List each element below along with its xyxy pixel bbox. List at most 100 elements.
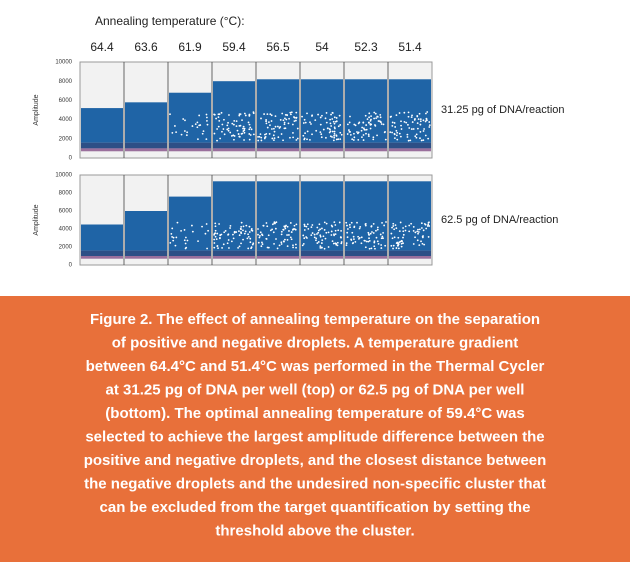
droplet	[273, 137, 276, 139]
droplet	[413, 119, 416, 121]
droplet	[394, 224, 397, 227]
droplet	[264, 133, 266, 136]
droplet	[364, 114, 367, 117]
droplet	[306, 130, 309, 133]
droplet	[333, 233, 335, 236]
droplet	[407, 115, 410, 118]
droplet	[243, 129, 246, 132]
droplet	[329, 118, 331, 121]
droplet	[183, 239, 186, 242]
nonspecific-cluster	[301, 256, 343, 259]
droplet	[357, 139, 360, 141]
droplet	[414, 231, 417, 234]
droplet	[321, 114, 323, 117]
droplet	[238, 114, 241, 117]
droplet	[396, 131, 399, 134]
droplet	[323, 247, 326, 250]
droplet	[372, 232, 375, 234]
droplet	[249, 134, 252, 136]
droplet	[356, 221, 358, 224]
droplet	[369, 127, 372, 130]
droplet	[426, 225, 429, 227]
droplet	[259, 231, 262, 234]
droplet	[393, 228, 396, 231]
droplet	[395, 134, 398, 137]
droplet	[213, 113, 216, 116]
droplet	[278, 127, 281, 129]
droplet	[374, 124, 377, 127]
droplet	[319, 116, 322, 119]
droplet	[252, 133, 255, 136]
droplet	[392, 222, 395, 225]
droplet	[251, 229, 254, 232]
droplet	[216, 128, 219, 130]
droplet	[215, 238, 218, 241]
droplet	[272, 127, 275, 130]
droplet	[303, 223, 306, 226]
panel-label: 31.25 pg of DNA/reaction	[441, 104, 565, 116]
droplet	[248, 231, 251, 233]
droplet	[226, 242, 229, 245]
droplet	[396, 241, 399, 244]
droplet	[345, 221, 348, 224]
droplet	[338, 221, 341, 224]
droplet	[339, 138, 342, 140]
droplet	[295, 223, 298, 226]
droplet	[314, 119, 317, 122]
droplet	[425, 112, 427, 115]
droplet	[333, 134, 336, 137]
droplet	[301, 244, 304, 247]
droplet	[371, 231, 373, 233]
droplet	[309, 121, 311, 124]
droplet	[269, 124, 271, 127]
droplet	[289, 111, 292, 114]
droplet	[392, 244, 395, 247]
droplet	[247, 233, 249, 236]
droplet	[196, 126, 199, 129]
droplet	[332, 242, 335, 245]
droplet	[393, 236, 396, 239]
droplet	[350, 239, 353, 241]
droplet	[375, 236, 378, 239]
droplet	[368, 237, 370, 240]
droplet	[333, 136, 336, 139]
droplet	[227, 121, 229, 124]
droplet	[408, 230, 411, 233]
droplet	[368, 116, 371, 119]
droplet	[397, 247, 400, 250]
caption-line: threshold above the cluster.	[215, 522, 414, 539]
droplet	[265, 132, 268, 135]
droplet	[321, 227, 323, 230]
droplet	[346, 236, 349, 239]
droplet	[296, 137, 299, 140]
droplet	[228, 114, 230, 116]
droplet	[271, 128, 273, 130]
droplet	[325, 231, 328, 234]
y-axis-label: Amplitude	[33, 94, 40, 125]
droplet	[221, 247, 223, 249]
droplet	[393, 133, 396, 136]
droplet	[398, 132, 401, 135]
droplet	[379, 113, 382, 116]
droplet	[338, 114, 341, 117]
droplet	[170, 233, 173, 235]
droplet	[416, 114, 419, 117]
droplet	[416, 230, 419, 233]
positive-cluster	[257, 181, 299, 251]
droplet	[302, 122, 305, 124]
nonspecific-cluster	[81, 256, 123, 259]
droplet	[248, 138, 251, 141]
droplet	[380, 244, 383, 246]
droplet	[292, 228, 295, 230]
negative-cluster	[213, 250, 255, 256]
droplet	[281, 112, 284, 115]
droplet	[418, 228, 421, 231]
droplet	[305, 225, 308, 228]
droplet	[204, 232, 207, 235]
droplet	[194, 123, 197, 125]
droplet	[361, 126, 364, 129]
droplet	[311, 114, 314, 117]
droplet	[302, 242, 305, 245]
droplet	[260, 136, 263, 139]
